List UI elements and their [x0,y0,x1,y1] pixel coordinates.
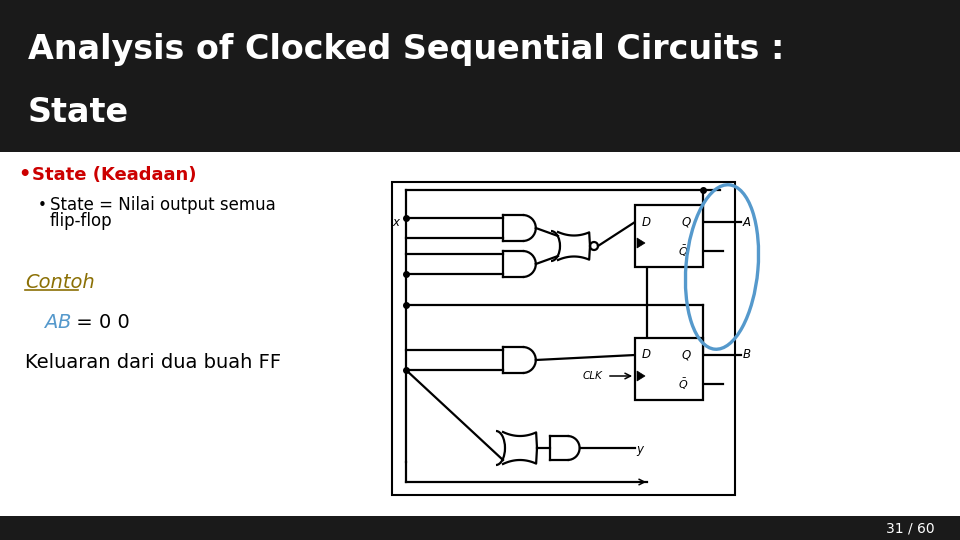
Text: A: A [743,215,751,228]
Polygon shape [637,371,645,381]
FancyBboxPatch shape [635,205,703,267]
Text: •: • [18,165,31,185]
Text: $\bar{Q}$: $\bar{Q}$ [678,244,688,259]
Text: CLK: CLK [583,371,603,381]
Polygon shape [637,238,645,248]
Text: y: y [636,442,643,456]
Text: State = Nilai output semua: State = Nilai output semua [50,196,276,214]
Text: A: A [44,313,58,332]
Text: Analysis of Clocked Sequential Circuits :: Analysis of Clocked Sequential Circuits … [28,33,784,66]
Text: = 0 0: = 0 0 [70,313,130,332]
Text: D: D [642,215,651,228]
Text: Q: Q [682,215,691,228]
Text: B: B [743,348,751,361]
Text: 31 / 60: 31 / 60 [886,521,935,535]
FancyBboxPatch shape [0,0,960,152]
Text: State: State [28,96,130,129]
Text: $\bar{Q}$: $\bar{Q}$ [678,376,688,392]
Text: Keluaran dari dua buah FF: Keluaran dari dua buah FF [25,353,281,372]
FancyBboxPatch shape [0,516,960,540]
Text: Contoh: Contoh [25,273,95,292]
Text: •: • [38,198,47,213]
Text: State (Keadaan): State (Keadaan) [32,166,197,184]
Text: x: x [392,217,399,230]
Text: Q: Q [682,348,691,361]
FancyBboxPatch shape [635,338,703,400]
Text: flip-flop: flip-flop [50,212,112,230]
Text: B: B [57,313,70,332]
Text: D: D [642,348,651,361]
